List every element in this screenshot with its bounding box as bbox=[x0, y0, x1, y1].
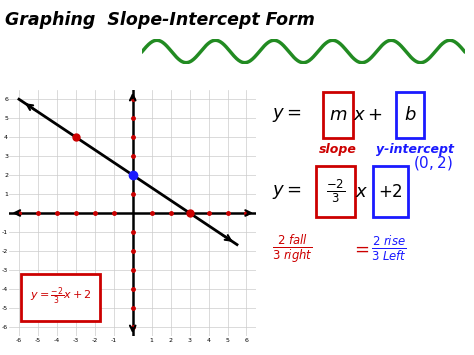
Text: $\frac{-2}{3}$: $\frac{-2}{3}$ bbox=[326, 178, 346, 206]
FancyBboxPatch shape bbox=[374, 166, 408, 217]
Text: $y=\frac{-2}{3}x+2$: $y=\frac{-2}{3}x+2$ bbox=[30, 286, 91, 307]
Text: y-intercept: y-intercept bbox=[375, 143, 454, 155]
Text: $(0,2)$: $(0,2)$ bbox=[413, 154, 453, 172]
FancyBboxPatch shape bbox=[21, 274, 100, 321]
Text: $y=$: $y=$ bbox=[272, 106, 301, 124]
Text: $\frac{2\ rise}{3\ Left}$: $\frac{2\ rise}{3\ Left}$ bbox=[372, 234, 407, 263]
Text: $=$: $=$ bbox=[351, 240, 370, 257]
Text: Graphing  Slope-Intercept Form: Graphing Slope-Intercept Form bbox=[5, 11, 315, 29]
Text: slope: slope bbox=[319, 143, 356, 155]
Text: $b$: $b$ bbox=[404, 106, 417, 124]
FancyBboxPatch shape bbox=[322, 92, 353, 138]
FancyBboxPatch shape bbox=[396, 92, 424, 138]
Text: $\frac{2\ fall}{3\ right}$: $\frac{2\ fall}{3\ right}$ bbox=[272, 232, 312, 265]
Text: $x$: $x$ bbox=[355, 183, 368, 201]
Text: $y=$: $y=$ bbox=[272, 183, 301, 201]
Text: $x+$: $x+$ bbox=[353, 106, 383, 124]
FancyBboxPatch shape bbox=[316, 166, 355, 217]
Text: $+2$: $+2$ bbox=[378, 183, 403, 201]
Text: $m$: $m$ bbox=[328, 106, 347, 124]
